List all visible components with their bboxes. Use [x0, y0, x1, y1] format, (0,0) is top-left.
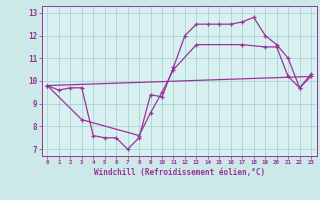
X-axis label: Windchill (Refroidissement éolien,°C): Windchill (Refroidissement éolien,°C): [94, 168, 265, 177]
